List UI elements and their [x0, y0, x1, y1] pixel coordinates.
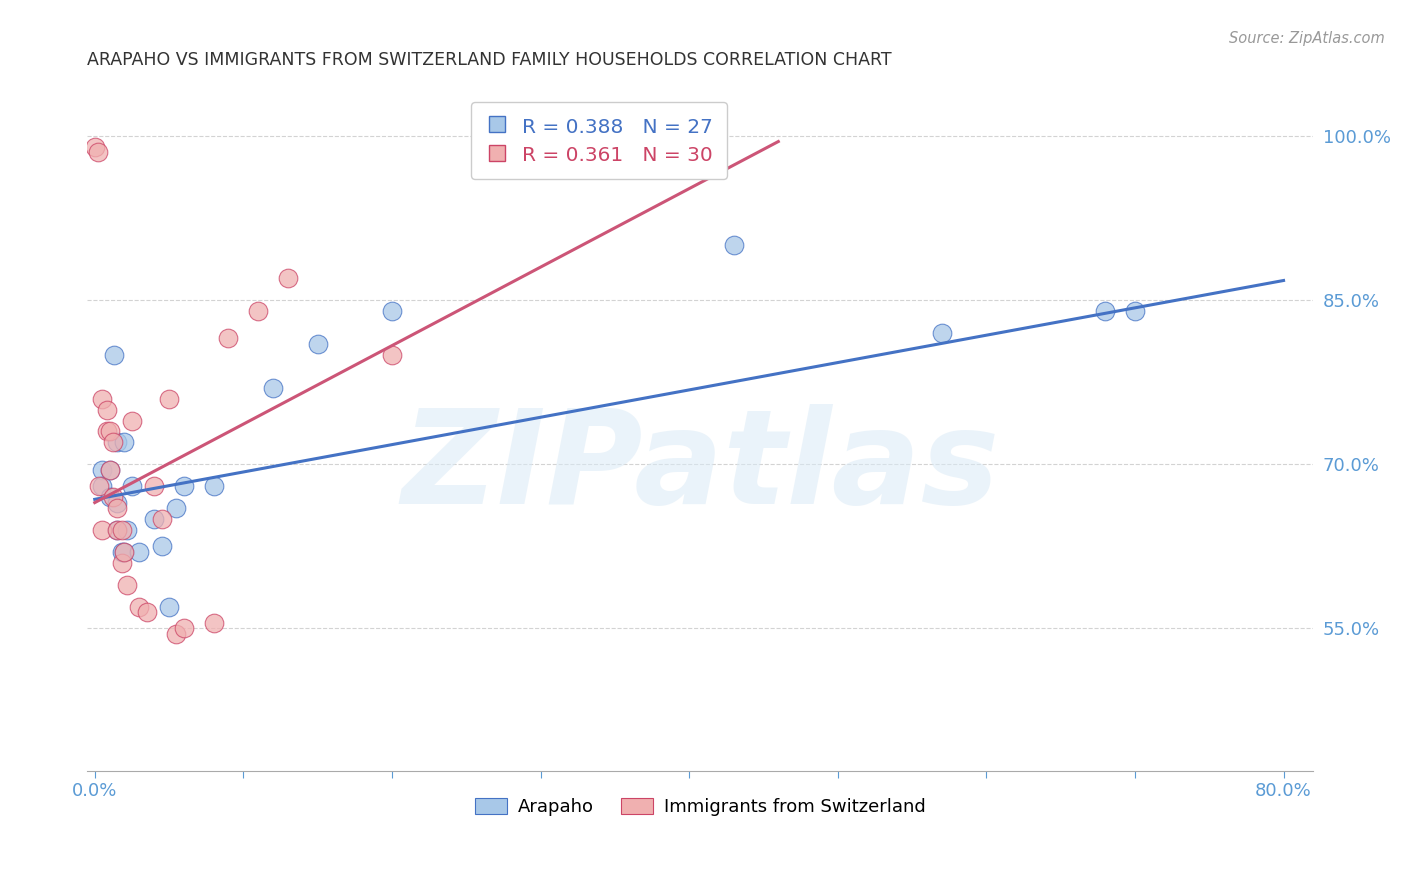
Point — [96, 402, 118, 417]
Point — [173, 622, 195, 636]
Point — [128, 599, 150, 614]
Point — [173, 479, 195, 493]
Point — [931, 326, 953, 340]
Point — [114, 545, 136, 559]
Point — [98, 463, 121, 477]
Point — [381, 304, 404, 318]
Point — [202, 615, 225, 630]
Point — [101, 435, 124, 450]
Point — [202, 479, 225, 493]
Point — [128, 545, 150, 559]
Point — [166, 501, 188, 516]
Point — [105, 435, 128, 450]
Point — [105, 495, 128, 509]
Point — [105, 523, 128, 537]
Point — [91, 479, 114, 493]
Point — [98, 425, 121, 439]
Point — [91, 392, 114, 406]
Point — [105, 523, 128, 537]
Point — [381, 348, 404, 362]
Point — [105, 501, 128, 516]
Legend: Arapaho, Immigrants from Switzerland: Arapaho, Immigrants from Switzerland — [467, 791, 934, 823]
Point — [143, 479, 166, 493]
Point — [723, 238, 745, 252]
Text: ARAPAHO VS IMMIGRANTS FROM SWITZERLAND FAMILY HOUSEHOLDS CORRELATION CHART: ARAPAHO VS IMMIGRANTS FROM SWITZERLAND F… — [87, 51, 891, 69]
Point — [135, 605, 157, 619]
Text: ZIPatlas: ZIPatlas — [401, 404, 1000, 531]
Point — [1094, 304, 1116, 318]
Point — [150, 512, 173, 526]
Point — [110, 523, 132, 537]
Point — [150, 540, 173, 554]
Point — [117, 577, 139, 591]
Point — [157, 599, 180, 614]
Point — [157, 392, 180, 406]
Point — [143, 512, 166, 526]
Point — [1123, 304, 1146, 318]
Point — [114, 435, 136, 450]
Point — [110, 556, 132, 570]
Point — [166, 627, 188, 641]
Point — [117, 523, 139, 537]
Point — [101, 490, 124, 504]
Point — [89, 479, 111, 493]
Point — [83, 140, 105, 154]
Point — [218, 331, 240, 345]
Point — [87, 145, 110, 160]
Point — [91, 463, 114, 477]
Point — [98, 490, 121, 504]
Point — [110, 545, 132, 559]
Point — [277, 271, 299, 285]
Point — [91, 523, 114, 537]
Point — [103, 348, 125, 362]
Text: Source: ZipAtlas.com: Source: ZipAtlas.com — [1229, 31, 1385, 46]
Point — [96, 425, 118, 439]
Point — [114, 545, 136, 559]
Point — [121, 479, 143, 493]
Point — [262, 381, 284, 395]
Point — [307, 337, 329, 351]
Point — [98, 463, 121, 477]
Point — [247, 304, 270, 318]
Point — [121, 413, 143, 427]
